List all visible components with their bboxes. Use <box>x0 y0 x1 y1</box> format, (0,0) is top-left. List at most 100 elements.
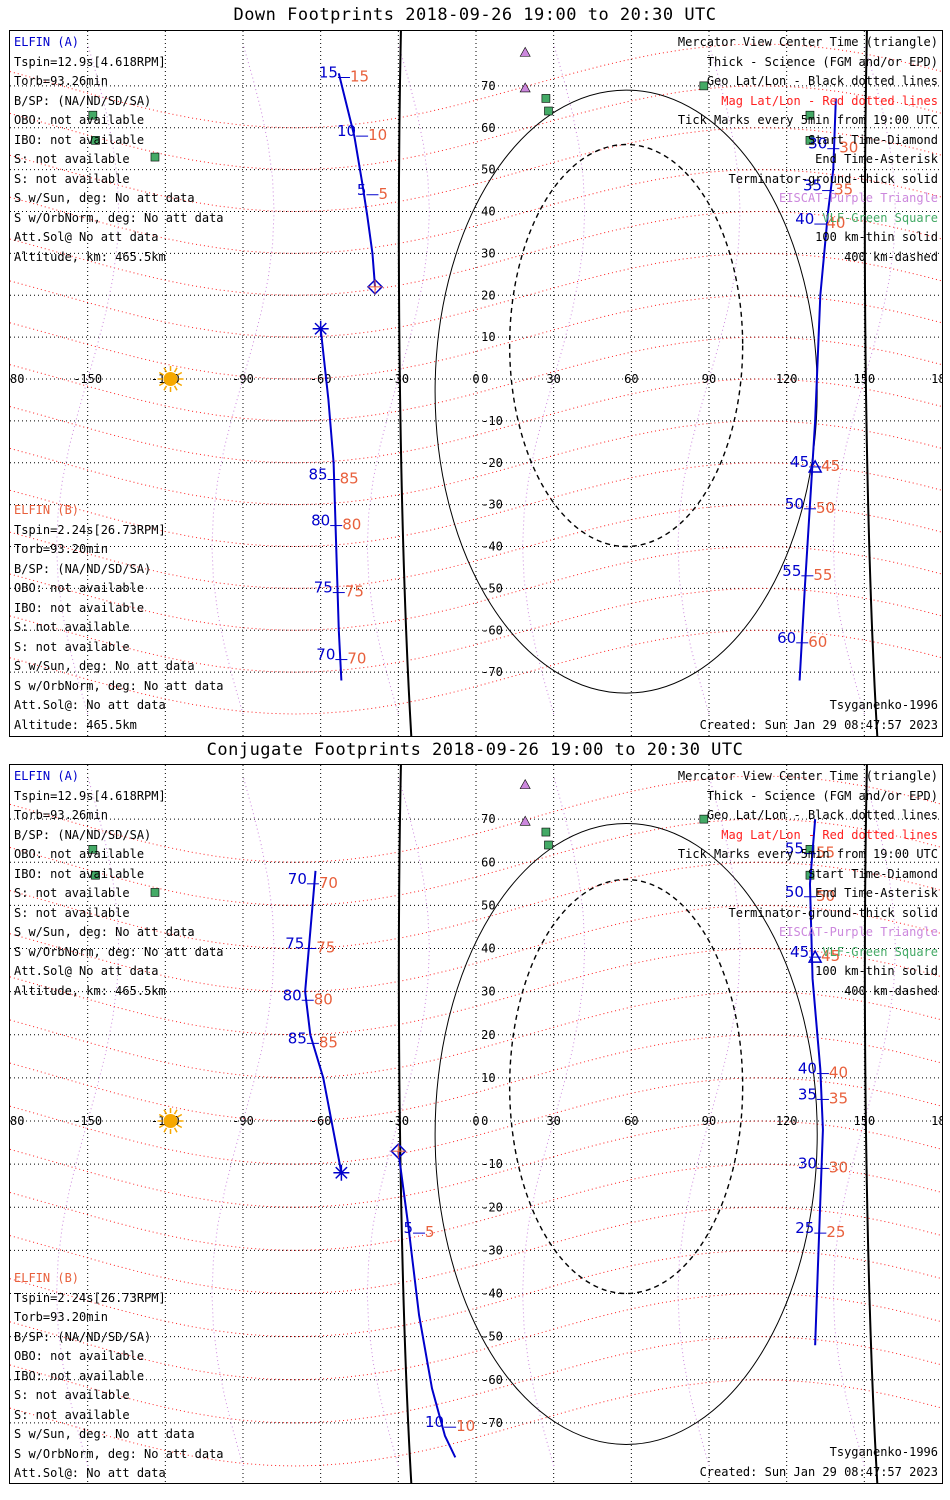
lon-tick-label: 60 <box>624 1114 638 1128</box>
vlf-station-marker <box>88 110 98 120</box>
legend-item: 400 km-dashed <box>844 983 938 998</box>
elfin-b-line: S: not available <box>14 620 130 634</box>
elfin-b-tick-label: 85 <box>340 470 359 488</box>
lon-tick-label: 60 <box>624 372 638 386</box>
lon-tick-label: 0 <box>472 372 479 386</box>
sun-ray <box>177 1124 183 1129</box>
legend-item: Mag Lat/Lon - Red dotted lines <box>721 827 938 842</box>
elfin-a-line: OBO: not available <box>14 113 145 127</box>
mag-lat-label: 0 <box>481 1114 488 1128</box>
footer: Tsyganenko-1996 Created: Sun Jan 29 08:4… <box>700 1443 938 1482</box>
elfin-b-tick-label: 80 <box>342 516 361 534</box>
elfin-b-tick-label: 5 <box>378 185 388 203</box>
vlf-station-marker <box>699 814 709 824</box>
elfin-b-tick-label: 35 <box>834 181 853 199</box>
elfin-b-name: ELFIN (B) <box>14 1271 80 1285</box>
view-center-triangle <box>807 459 823 473</box>
lon-tick-label: -30 <box>387 372 409 386</box>
elfin-a-tick-label: 40 <box>798 1060 817 1078</box>
elfin-b-tick-label: 15 <box>350 68 369 86</box>
elfin-a-tick-label: 25 <box>795 1219 814 1237</box>
lon-tick-label: 90 <box>702 372 716 386</box>
mag-parallel <box>10 545 942 631</box>
legend: Mercator View Center Time (triangle) Thi… <box>678 33 938 267</box>
mag-lat-label: -70 <box>481 1416 503 1430</box>
mag-lat-label: 50 <box>481 163 495 177</box>
elfin-a-tick-label: 75 <box>314 579 333 597</box>
legend-item: Tick Marks every 5min from 19:00 UTC <box>677 113 938 127</box>
legend-item: Geo Lat/Lon - Black dotted lines <box>706 74 938 88</box>
elfin-a-line: Att.Sol@ No att data <box>14 230 159 244</box>
elfin-b-line: Tspin=2.24s[26.73RPM] <box>14 1290 166 1305</box>
mag-meridian <box>56 43 120 715</box>
elfin-a-tick-label: 5 <box>357 181 367 199</box>
elfin-a-line: Altitude, km: 465.5km <box>14 983 166 998</box>
elfin-a-tick-label: 55 <box>785 840 804 858</box>
elfin-b-line: OBO: not available <box>14 581 145 595</box>
elfin-b-line: Att.Sol@: No att data <box>14 1466 166 1480</box>
elfin-a-tick-label: 35 <box>798 1085 817 1103</box>
sun-ray <box>173 1127 178 1133</box>
mag-lat-label: 20 <box>481 1028 495 1042</box>
elfin-b-line: OBO: not available <box>14 1349 145 1363</box>
elfin-b-tick-label: 10 <box>456 1417 475 1435</box>
mag-meridian <box>522 43 586 715</box>
elfin-b-line: B/SP: (NA/ND/SD/SA) <box>14 1329 152 1344</box>
elfin-b-line: Torb=93.20min <box>14 542 108 556</box>
down-footprints-panel: -180-150-120-90-60-300306090120150180706… <box>9 30 943 737</box>
elfin-b-tick-label: 40 <box>826 214 845 232</box>
chart-title-down: Down Footprints 2018-09-26 19:00 to 20:3… <box>233 5 717 25</box>
elfin-a-tick-label: 55 <box>782 562 801 580</box>
elfin-a-tick-label: 35 <box>803 177 822 195</box>
elfin-a-tick-label: 80 <box>283 986 302 1004</box>
mag-lat-label: 30 <box>481 246 495 260</box>
elfin-b-tick-label: 75 <box>345 583 364 601</box>
elfin-b-tick-label: 45 <box>821 457 840 475</box>
lon-tick-label: 150 <box>853 1114 875 1128</box>
elfin-a-tick-label: 30 <box>798 1154 817 1172</box>
mag-lat-label: -40 <box>481 540 503 554</box>
legend: Mercator View Center Time (triangle) Thi… <box>678 767 938 1001</box>
elfin-a-tick-label: 70 <box>288 870 307 888</box>
legend-item: EISCAT-Purple Triangle <box>779 191 938 205</box>
vlf-station-marker <box>541 827 551 837</box>
elfin-b-tick-label: 50 <box>816 887 835 905</box>
sun-ray <box>158 371 164 376</box>
terminator-line-east <box>863 765 879 1483</box>
lon-tick-label: -30 <box>387 1114 409 1128</box>
lon-tick-label: -180 <box>10 372 24 386</box>
vlf-station-marker <box>544 106 553 116</box>
mag-lat-label: -40 <box>481 1287 503 1301</box>
mag-lat-label: 50 <box>481 898 495 912</box>
elfin-b-line: Altitude: 465.5km <box>14 1484 224 1485</box>
elfin-a-line: S w/OrbNorm, deg: No att data <box>14 210 224 225</box>
lon-tick-label: 30 <box>546 372 560 386</box>
elfin-a-tick-label: 30 <box>808 135 827 153</box>
elfin-a-line: Tspin=12.9s[4.618RPM] <box>14 788 166 803</box>
mag-meridian <box>832 43 896 715</box>
eiscat-station-marker <box>519 82 531 93</box>
legend-item: 100 km-thin solid <box>815 230 938 244</box>
elfin-a-line: IBO: not available <box>14 866 145 881</box>
eiscat-station-marker <box>519 46 531 57</box>
elfin-b-line: IBO: not available <box>14 1368 145 1383</box>
elfin-b-line: Altitude: 465.5km <box>14 717 137 732</box>
elfin-b-tick-label: 85 <box>319 1033 338 1051</box>
end-time-asterisk <box>335 1166 348 1179</box>
elfin-b-tick-label: 60 <box>808 633 827 651</box>
elfin-a-line: Tspin=12.9s[4.618RPM] <box>14 54 166 69</box>
mag-lat-label: -30 <box>481 1243 503 1257</box>
eiscat-station-marker <box>519 815 531 826</box>
elfin-a-footprint-line <box>397 1151 457 1458</box>
elfin-b-info: ELFIN (B) Tspin=2.24s[26.73RPM] Torb=93.… <box>14 1269 224 1485</box>
sun-ray <box>177 371 183 376</box>
elfin-b-tick-label: 10 <box>368 126 387 144</box>
legend-item: End Time-Asterisk <box>815 152 938 166</box>
elfin-b-line: IBO: not available <box>14 600 145 615</box>
elfin-b-tick-label: 30 <box>839 139 858 157</box>
conjugate-footprints-map: -180-150-120-90-60-300306090120150180706… <box>10 765 942 1483</box>
lon-tick-label: -60 <box>310 372 332 386</box>
elfin-b-tick-label: 55 <box>813 566 832 584</box>
mag-lat-label: 60 <box>481 121 495 135</box>
elfin-b-tick-label: 30 <box>829 1158 848 1176</box>
